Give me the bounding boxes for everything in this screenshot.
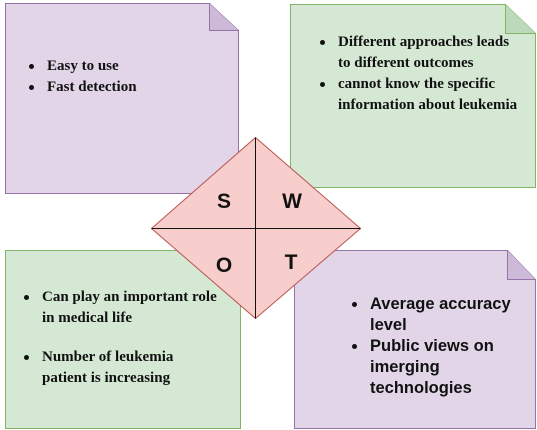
threats-item: Public views on imerging technologies (348, 336, 530, 399)
opportunities-letter: O (216, 254, 232, 277)
threats-letter: T (285, 251, 298, 274)
weaknesses-letter: W (282, 190, 302, 213)
threats-list: Average accuracy level Public views on i… (348, 294, 530, 399)
weaknesses-list: Different approaches leads to different … (316, 32, 521, 116)
threats-note (294, 250, 536, 429)
opportunities-item: Number of leukemia patient is increasing (20, 347, 220, 389)
strengths-item: Fast detection (25, 77, 230, 98)
threats-item: Average accuracy level (348, 294, 530, 336)
weaknesses-note (290, 4, 536, 188)
strengths-item: Easy to use (25, 56, 230, 77)
swot-diamond: S W O T (150, 136, 362, 320)
opportunities-item: Can play an important role in medical li… (20, 287, 220, 329)
strengths-letter: S (217, 190, 231, 213)
opportunities-list: Can play an important role in medical li… (20, 287, 220, 389)
strengths-note (5, 3, 239, 194)
weaknesses-item: cannot know the specific information abo… (316, 74, 521, 116)
weaknesses-item: Different approaches leads to different … (316, 32, 521, 74)
strengths-list: Easy to use Fast detection (25, 56, 230, 98)
